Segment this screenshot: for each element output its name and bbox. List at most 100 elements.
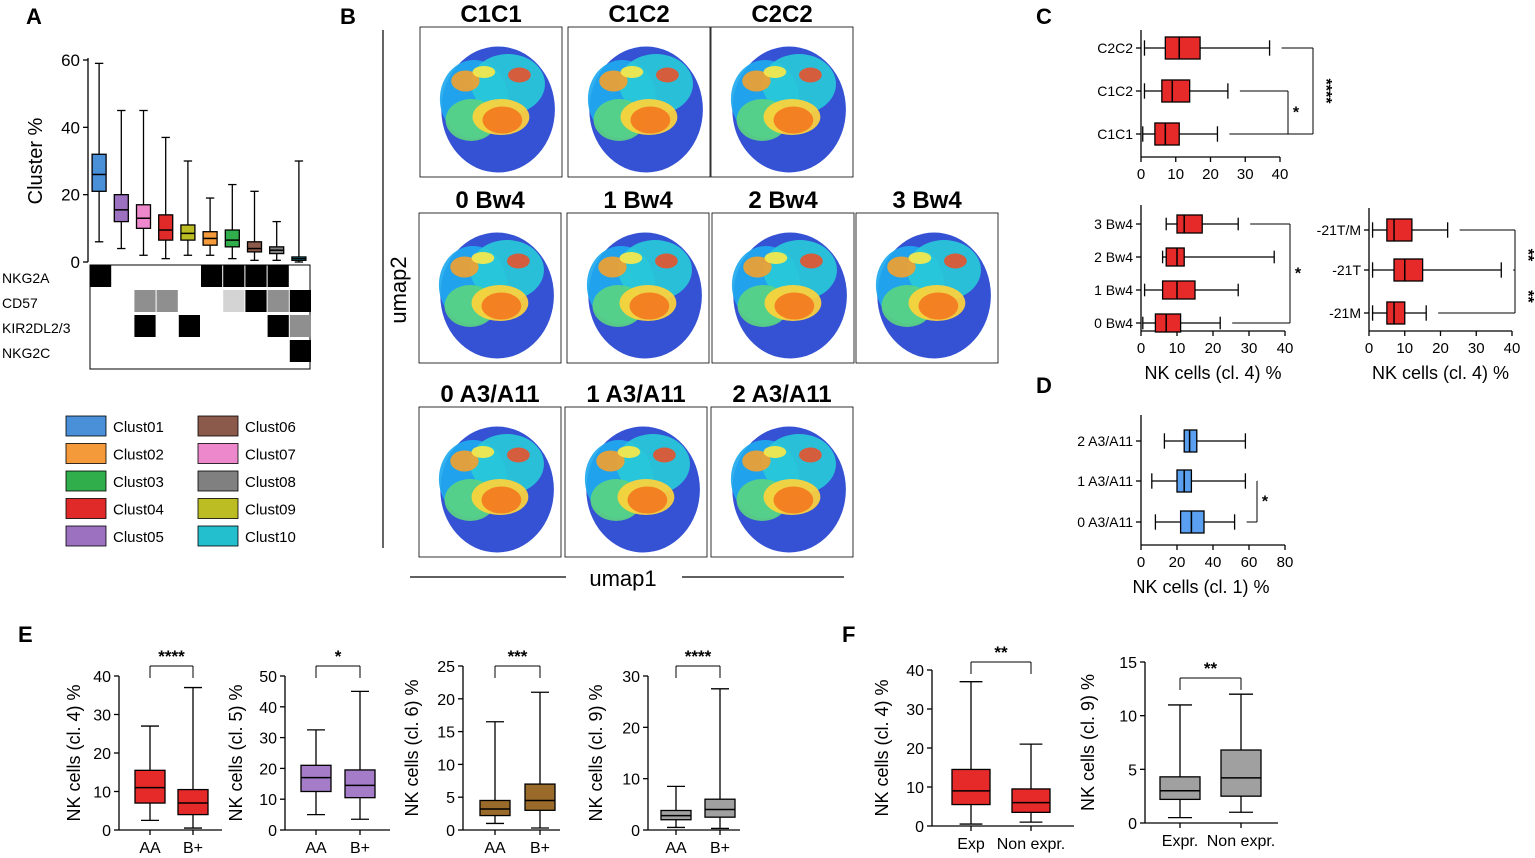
x-tick-label: 0 <box>1365 340 1373 357</box>
legend-swatch-Clust07 <box>197 443 239 464</box>
density-region <box>908 252 932 264</box>
significance-label: * <box>1295 266 1302 283</box>
legend-swatch-Clust02 <box>65 443 107 464</box>
significance-bracket: * <box>315 647 361 678</box>
box-AA <box>300 729 332 816</box>
umap-plot <box>564 406 708 558</box>
category-label: -21T <box>1332 262 1361 278</box>
box-iqr <box>1159 776 1201 801</box>
box-iqr <box>1183 429 1198 453</box>
box-B+ <box>704 688 736 830</box>
y-tick-label: 60 <box>61 51 80 70</box>
legend-label-Clust10: Clust10 <box>245 529 296 546</box>
y-tick-label: 40 <box>906 663 924 680</box>
significance-bracket: **** <box>675 647 721 678</box>
x-tick-label: 30 <box>1468 340 1485 357</box>
y-tick-label: 0 <box>268 823 277 840</box>
box-iqr <box>158 214 174 241</box>
box-iqr <box>135 204 152 229</box>
density-region <box>800 253 823 269</box>
x-tick-label: 20 <box>1202 166 1219 183</box>
significance-bracket: ** <box>1459 229 1535 271</box>
box-Non expr. <box>1011 743 1051 823</box>
y-tick-label: 5 <box>446 790 455 807</box>
legend-label-Clust08: Clust08 <box>245 474 296 491</box>
box-iqr <box>246 241 263 253</box>
umap-title: 0 Bw4 <box>455 187 525 214</box>
category-label: Exp <box>957 836 985 853</box>
marker-cell <box>267 315 289 337</box>
x-tick-label: 30 <box>1241 340 1258 357</box>
density-region <box>773 106 814 134</box>
umap-title: C1C1 <box>460 1 521 28</box>
x-tick-label: 20 <box>1432 340 1449 357</box>
marker-cell <box>134 290 156 312</box>
density-region <box>629 292 670 320</box>
y-tick-label: 50 <box>259 669 277 686</box>
significance-bracket: ** <box>1438 269 1535 314</box>
box-iqr <box>1176 214 1203 234</box>
significance-bracket: **** <box>149 647 194 678</box>
density-region <box>507 253 530 269</box>
marker-row-label: CD57 <box>2 295 38 311</box>
density-region <box>471 446 495 458</box>
marker-row-label: KIR2DL2/3 <box>2 320 71 336</box>
x-tick-label: 30 <box>1237 166 1254 183</box>
legend-label-Clust07: Clust07 <box>245 447 296 464</box>
box-iqr <box>951 768 991 806</box>
density-region <box>774 292 815 320</box>
box-iqr <box>1154 122 1180 146</box>
significance-bracket: *** <box>494 647 541 678</box>
umap-plot <box>567 26 711 178</box>
marker-cell <box>267 265 289 287</box>
x-tick-label: 40 <box>1272 166 1289 183</box>
density-region <box>918 292 959 320</box>
y-tick-label: 10 <box>622 772 640 789</box>
box-iqr <box>1011 788 1051 814</box>
significance-label: * <box>335 647 342 666</box>
legend-label-Clust05: Clust05 <box>113 529 164 546</box>
x-tick-label: 40 <box>1205 554 1222 571</box>
umap-title: C1C2 <box>608 1 669 28</box>
legend-swatch-Clust03 <box>65 470 107 492</box>
significance-label: ** <box>994 643 1008 662</box>
y-tick-label: 10 <box>437 757 455 774</box>
umap-plot <box>710 406 854 558</box>
density-region <box>630 106 671 134</box>
density-region <box>481 486 522 514</box>
x-tick-label: 0 <box>1137 166 1145 183</box>
y-tick-label: 20 <box>622 720 640 737</box>
density-region <box>508 67 531 83</box>
category-label: C1C1 <box>1097 126 1133 142</box>
box-iqr <box>479 799 511 817</box>
y-axis-label: NK cells (cl. 5) % <box>226 684 246 821</box>
panel-label-D: D <box>1036 373 1052 398</box>
box-iqr <box>113 194 129 223</box>
marker-cell <box>156 290 178 312</box>
y-tick-label: 0 <box>915 819 924 836</box>
category-label: 1 A3/A11 <box>1077 473 1133 489</box>
x-tick-label: 60 <box>1241 554 1258 571</box>
box-Expr. <box>1159 704 1201 819</box>
marker-cell <box>223 265 245 287</box>
box-iqr <box>1161 79 1191 103</box>
density-region <box>656 67 679 83</box>
box-3 Bw4 <box>1165 214 1239 234</box>
significance-bracket: * <box>1246 480 1269 523</box>
significance-bracket: * <box>1232 223 1302 324</box>
umap-title: 0 A3/A11 <box>440 381 539 408</box>
significance-bracket: **** <box>1229 47 1334 135</box>
density-region <box>799 447 822 463</box>
panel-label-E: E <box>18 622 33 647</box>
box-0 Bw4 <box>1142 313 1221 333</box>
marker-cell <box>245 265 267 287</box>
legend-label-Clust03: Clust03 <box>113 474 164 491</box>
category-label: B+ <box>183 840 203 857</box>
significance-label: **** <box>158 647 185 666</box>
box-AA <box>134 725 166 822</box>
significance-bracket: ** <box>1179 659 1242 690</box>
density-region <box>655 253 678 269</box>
box-Non expr. <box>1220 693 1262 813</box>
